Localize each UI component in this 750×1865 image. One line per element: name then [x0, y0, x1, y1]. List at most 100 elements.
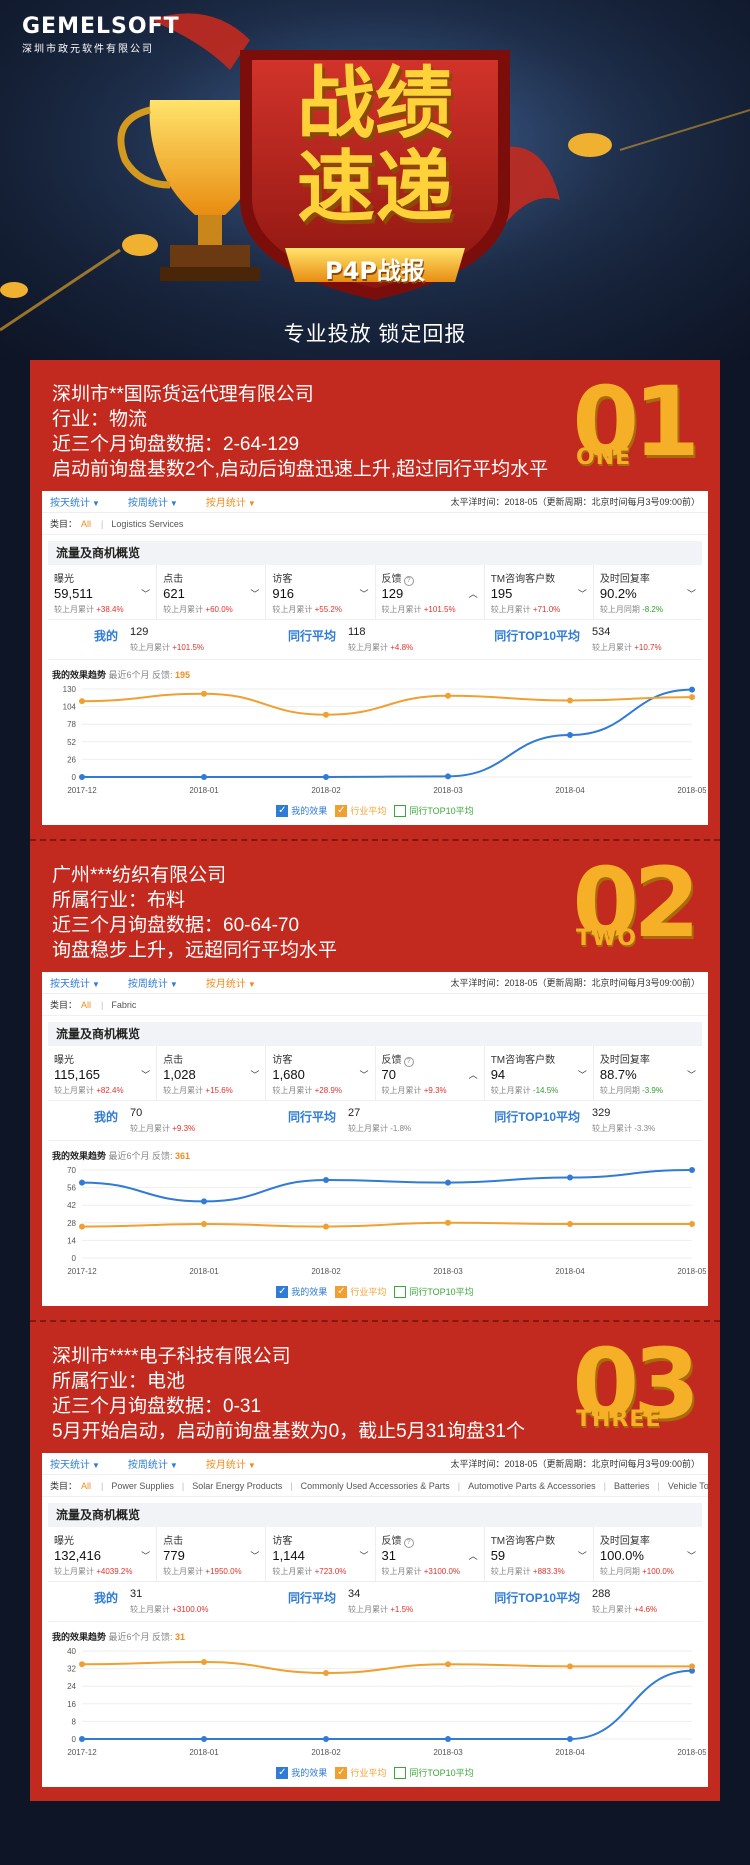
metric-card[interactable]: 反馈? 31 较上月累计 +3100.0% ︿ — [376, 1527, 485, 1581]
peer-compare-row: 我的 31 较上月累计 +3100.0% 同行平均 34 较上月累计 +1.5% 同行TOP… — [48, 1582, 702, 1622]
metric-card[interactable]: 曝光 59,511 较上月累计 +38.4% ﹀ — [48, 565, 158, 619]
peer-compare-cell: 同行平均 27 较上月累计 -1.8% — [266, 1107, 484, 1134]
chevron-down-icon: ﹀ — [250, 1070, 260, 1080]
metric-card[interactable]: 曝光 115,165 较上月累计 +82.4% ﹀ — [48, 1046, 158, 1100]
category-item[interactable]: Fabric — [111, 999, 137, 1010]
legend-item[interactable]: ✓ 行业平均 — [335, 1766, 386, 1779]
case-line-4: 5月开始启动，启动前询盘基数为0，截止5月31询盘31个 — [52, 1421, 525, 1442]
peer-compare-row: 我的 129 较上月累计 +101.5% 同行平均 118 较上月累计 +4.8% 同行TO… — [48, 620, 702, 660]
metric-card[interactable]: 访客 1,680 较上月累计 +28.9% ﹀ — [266, 1046, 376, 1100]
peer-compare-label: 我的 — [93, 1591, 118, 1605]
nav-tab-3[interactable]: 按月统计 ▼ — [205, 1460, 256, 1471]
nav-tab-3[interactable]: 按月统计 ▼ — [205, 498, 256, 509]
category-item[interactable]: Power Supplies — [111, 1480, 174, 1491]
metric-card[interactable]: 访客 1,144 较上月累计 +723.0% ﹀ — [266, 1527, 376, 1581]
metric-name: 反馈? — [382, 1532, 478, 1548]
category-all[interactable]: All — [81, 999, 92, 1010]
x-tick-label: 2018-03 — [433, 1267, 463, 1276]
legend-item[interactable]: 同行TOP10平均 — [394, 1285, 474, 1298]
series-point — [201, 1659, 207, 1665]
metric-name: 点击 — [163, 1536, 184, 1547]
metric-compare-label: 较上月累计 — [490, 605, 533, 614]
category-item[interactable]: Batteries — [613, 1480, 650, 1491]
metric-card[interactable]: 及时回复率 88.7% 较上月同期 -3.9% ﹀ — [594, 1046, 702, 1100]
metric-compare: 较上月累计 +723.0% — [272, 1566, 368, 1577]
legend-item[interactable]: ✓ 行业平均 — [335, 1285, 386, 1298]
help-icon[interactable]: ? — [403, 576, 414, 586]
nav-tab-1[interactable]: 按天统计 ▼ — [50, 979, 100, 990]
peer-compare-change: 较上月累计 +10.7% — [592, 642, 662, 653]
series-point — [323, 774, 329, 780]
legend-item[interactable]: ✓ 行业平均 — [335, 804, 386, 817]
peer-compare-label: 同行平均 — [287, 1110, 336, 1124]
peer-compare-cell: 我的 70 较上月累计 +9.3% — [48, 1107, 266, 1134]
stats-panel: 按天统计 ▼ 按周统计 ▼ 按月统计 ▼ 太平洋时间：2018-05（更新周期：北京时间每月… — [42, 972, 708, 1306]
metric-card[interactable]: 反馈? 129 较上月累计 +101.5% ︿ — [376, 565, 485, 619]
y-tick-label: 32 — [67, 1665, 76, 1674]
y-tick-label: 0 — [72, 773, 77, 782]
y-tick-label: 0 — [72, 1735, 77, 1744]
category-all[interactable]: All — [81, 1480, 92, 1491]
chevron-down-icon: ▼ — [247, 980, 256, 989]
nav-tab-3[interactable]: 按月统计 ▼ — [205, 979, 256, 990]
chart-title: 我的效果趋势 最近6个月 反馈: 195 — [52, 668, 702, 681]
category-item[interactable]: Automotive Parts & Accessories — [468, 1480, 596, 1491]
help-icon[interactable]: ? — [403, 1057, 414, 1067]
nav-tab-2[interactable]: 按周统计 ▼ — [127, 1460, 178, 1471]
metric-compare-value: +71.0% — [532, 605, 561, 614]
metric-card[interactable]: TM咨询客户数 94 较上月累计 -14.5% ﹀ — [485, 1046, 594, 1100]
metric-card[interactable]: 曝光 132,416 较上月累计 +4039.2% ﹀ — [48, 1527, 158, 1581]
stats-nav: 按天统计 ▼ 按周统计 ▼ 按月统计 ▼ 太平洋时间：2018-05（更新周期：北京时间每月… — [42, 1453, 708, 1475]
metric-card[interactable]: 点击 621 较上月累计 +60.0% ﹀ — [157, 565, 267, 619]
category-item[interactable]: Commonly Used Accessories & Parts — [300, 1480, 450, 1491]
metric-card[interactable]: 访客 916 较上月累计 +55.2% ﹀ — [266, 565, 376, 619]
peer-compare-change-label: 较上月累计 — [348, 1605, 391, 1614]
nav-tab-2[interactable]: 按周统计 ▼ — [127, 498, 178, 509]
metric-card[interactable]: 点击 1,028 较上月累计 +15.6% ﹀ — [157, 1046, 267, 1100]
peer-compare-value: 534 — [592, 626, 611, 638]
legend-item[interactable]: 同行TOP10平均 — [394, 804, 474, 817]
series-point — [79, 1661, 85, 1668]
y-tick-label: 0 — [72, 1254, 77, 1263]
legend-item[interactable]: 同行TOP10平均 — [394, 1766, 474, 1779]
metric-card[interactable]: TM咨询客户数 195 较上月累计 +71.0% ﹀ — [485, 565, 594, 619]
trend-chart-svg: 0 8 16 24 32 40 2017-12 2018-01 2018-02 2018-03 20… — [67, 1647, 707, 1757]
series-point — [445, 1661, 451, 1668]
series-point — [445, 1219, 451, 1226]
peer-compare-change-label: 较上月累计 — [348, 1124, 391, 1133]
checkbox-empty-icon — [394, 1285, 407, 1298]
peer-compare-change: 较上月累计 +4.6% — [592, 1604, 657, 1615]
metric-compare-value: -14.5% — [532, 1086, 559, 1095]
peer-compare-label: 同行TOP10平均 — [494, 1110, 580, 1124]
category-all[interactable]: All — [81, 518, 92, 529]
metric-card[interactable]: 及时回复率 90.2% 较上月同期 -8.2% ﹀ — [594, 565, 702, 619]
metric-card[interactable]: TM咨询客户数 59 较上月累计 +883.3% ﹀ — [485, 1527, 594, 1581]
category-item[interactable]: Solar Energy Products — [192, 1480, 283, 1491]
metric-card[interactable]: 点击 779 较上月累计 +1950.0% ﹀ — [157, 1527, 267, 1581]
nav-tab-1[interactable]: 按天统计 ▼ — [50, 1460, 100, 1471]
category-separator: | — [101, 518, 104, 529]
case-line-3: 近三个月询盘数据：0-31 — [52, 1396, 262, 1417]
metric-compare-label: 较上月累计 — [272, 605, 315, 614]
peer-compare-change-label: 较上月累计 — [348, 643, 391, 652]
legend-item[interactable]: ✓ 我的效果 — [276, 1766, 327, 1779]
metric-card[interactable]: 及时回复率 100.0% 较上月同期 +100.0% ﹀ — [594, 1527, 702, 1581]
case-number: 02 TWO — [572, 855, 700, 965]
x-tick-label: 2017-12 — [67, 786, 97, 795]
metric-name: 曝光 — [54, 1055, 74, 1066]
series-point — [445, 692, 451, 699]
series-point — [201, 1736, 207, 1742]
category-item[interactable]: Vehicle Tools — [667, 1480, 708, 1491]
metric-card[interactable]: 反馈? 70 较上月累计 +9.3% ︿ — [376, 1046, 485, 1100]
peer-compare-label: 同行平均 — [287, 1591, 336, 1605]
nav-tab-2[interactable]: 按周统计 ▼ — [127, 979, 178, 990]
legend-item[interactable]: ✓ 我的效果 — [276, 804, 327, 817]
legend-item[interactable]: ✓ 我的效果 — [276, 1285, 327, 1298]
category-item[interactable]: Logistics Services — [111, 518, 184, 529]
series-line-industry — [81, 1660, 692, 1675]
nav-tab-1[interactable]: 按天统计 ▼ — [50, 498, 100, 509]
metric-compare-label: 较上月累计 — [163, 1567, 206, 1576]
chart-legend: ✓ 我的效果 ✓ 行业平均 同行TOP10平均 — [42, 802, 708, 825]
help-icon[interactable]: ? — [403, 1538, 414, 1548]
y-tick-label: 8 — [72, 1717, 77, 1726]
